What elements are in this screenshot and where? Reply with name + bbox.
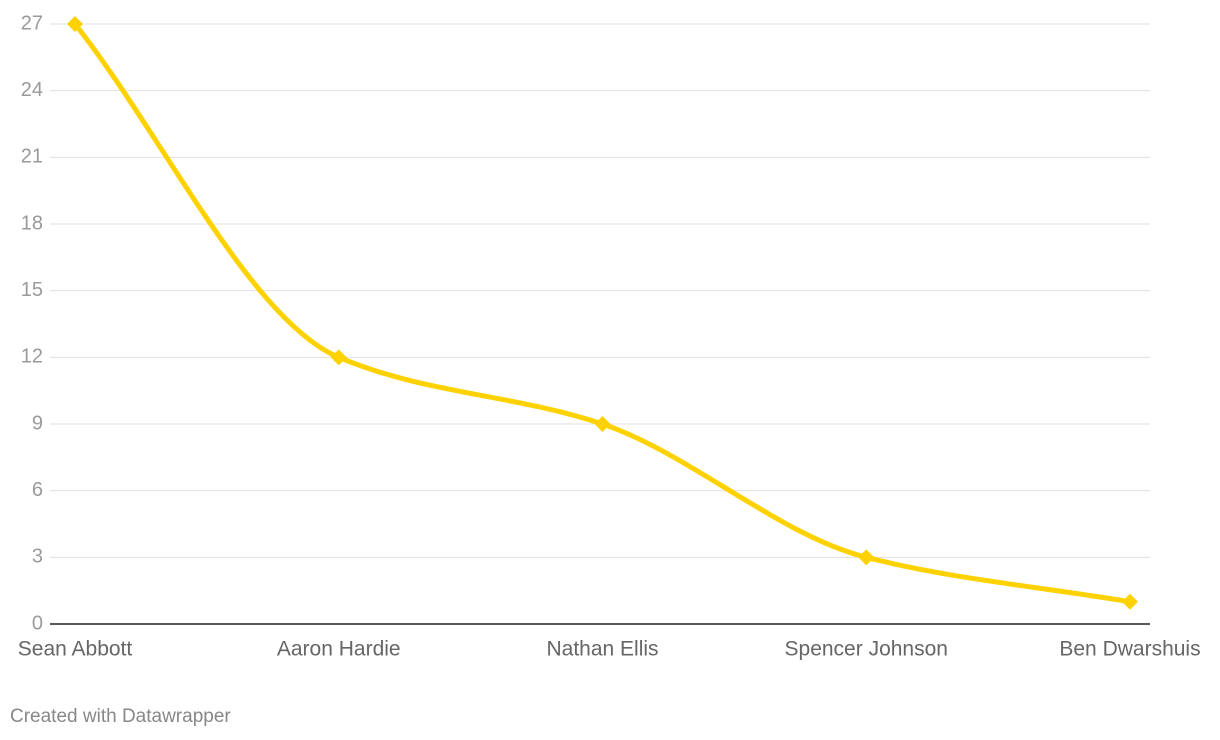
- x-tick-label: Aaron Hardie: [277, 638, 401, 661]
- y-tick-label: 6: [32, 479, 43, 501]
- y-tick-label: 12: [21, 346, 43, 368]
- x-tick-label: Spencer Johnson: [785, 638, 948, 661]
- marker: [594, 416, 611, 432]
- y-tick-label: 24: [21, 79, 43, 101]
- x-tick-label: Sean Abbott: [18, 638, 133, 661]
- y-tick-label: 27: [21, 12, 43, 34]
- marker: [330, 349, 347, 366]
- y-tick-label: 21: [21, 146, 43, 168]
- marker: [67, 16, 83, 32]
- x-tick-label: Ben Dwarshuis: [1059, 638, 1200, 661]
- y-tick-label: 0: [32, 612, 43, 634]
- x-tick-label: Nathan Ellis: [546, 638, 658, 661]
- y-tick-label: 15: [21, 279, 43, 301]
- line: [73, 22, 1131, 605]
- y-tick-label: 18: [21, 212, 43, 234]
- marker: [858, 549, 875, 566]
- footer: Created with Datawrapper: [10, 706, 231, 727]
- marker: [1122, 593, 1138, 610]
- y-tick-label: 3: [32, 546, 43, 568]
- y-tick-label: 9: [32, 412, 43, 434]
